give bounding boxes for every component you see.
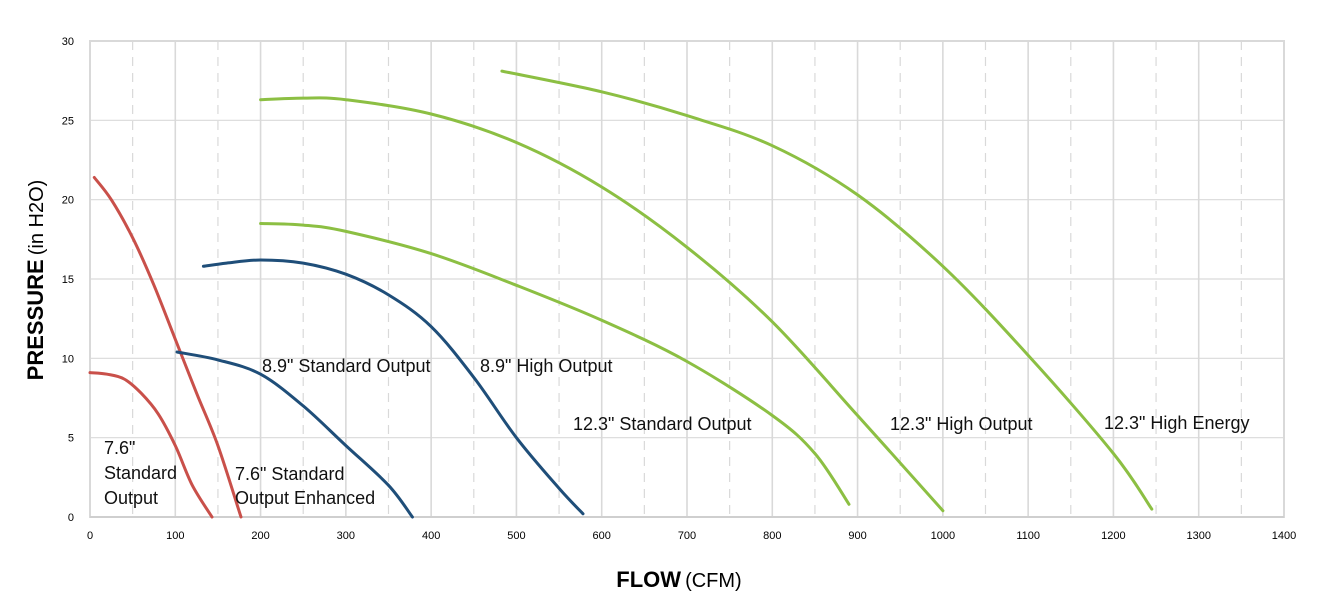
x-tick-label: 0: [87, 530, 93, 542]
tick-labels: 0 100 200 300 400 500 600 700 800 900 1000 1100 1200…: [62, 36, 1296, 542]
y-tick-label: 0: [68, 512, 74, 524]
y-tick-label: 25: [62, 115, 74, 127]
curves: [88, 69, 1154, 519]
y-tick-label: 20: [62, 195, 74, 207]
x-tick-label: 400: [422, 530, 440, 542]
series-label-3: 8.9" Standard Output: [262, 356, 431, 376]
series-curve-3: [175, 350, 414, 519]
series-labels: 7.6" Standard Output 7.6" Standard Output En…: [104, 356, 1249, 508]
y-tick-label: 10: [62, 353, 74, 365]
series-curve-4: [201, 258, 585, 516]
series-curve-2: [92, 176, 243, 519]
x-tick-label: 200: [251, 530, 269, 542]
y-tick-label: 30: [62, 36, 74, 48]
x-tick-label: 1300: [1186, 530, 1210, 542]
x-tick-label: 1000: [931, 530, 955, 542]
series-curve-5: [259, 222, 851, 506]
x-tick-label: 900: [848, 530, 866, 542]
x-tick-label: 300: [337, 530, 355, 542]
y-axis-title: PRESSURE (in H2O): [23, 180, 48, 381]
series-label-5: 12.3" Standard Output: [573, 414, 752, 434]
series-label-7: 12.3" High Energy: [1104, 413, 1249, 433]
x-tick-label: 500: [507, 530, 525, 542]
series-label-6: 12.3" High Output: [890, 414, 1032, 434]
grid: [90, 41, 1284, 517]
y-tick-label: 5: [68, 433, 74, 445]
x-axis-title-unit: (CFM): [685, 570, 742, 592]
x-tick-label: 700: [678, 530, 696, 542]
y-axis-title-bold: PRESSURE: [23, 259, 48, 380]
x-tick-label: 1200: [1101, 530, 1125, 542]
x-axis-title-bold: FLOW: [616, 567, 681, 592]
x-tick-label: 800: [763, 530, 781, 542]
series-curve-7: [500, 69, 1154, 511]
series-curve-6: [259, 96, 945, 513]
x-tick-label: 1100: [1016, 530, 1040, 542]
series-label-1: 7.6" Standard Output: [104, 438, 177, 508]
x-axis-title: FLOW (CFM): [616, 567, 741, 592]
series-curve-1: [88, 371, 214, 519]
x-tick-label: 1400: [1272, 530, 1296, 542]
y-tick-label: 15: [62, 274, 74, 286]
series-label-4: 8.9" High Output: [480, 356, 612, 376]
axes: [89, 40, 1285, 518]
x-tick-label: 100: [166, 530, 184, 542]
x-tick-label: 600: [593, 530, 611, 542]
y-axis-title-unit: (in H2O): [26, 180, 48, 256]
series-label-2: 7.6" Standard Output Enhanced: [235, 464, 375, 508]
